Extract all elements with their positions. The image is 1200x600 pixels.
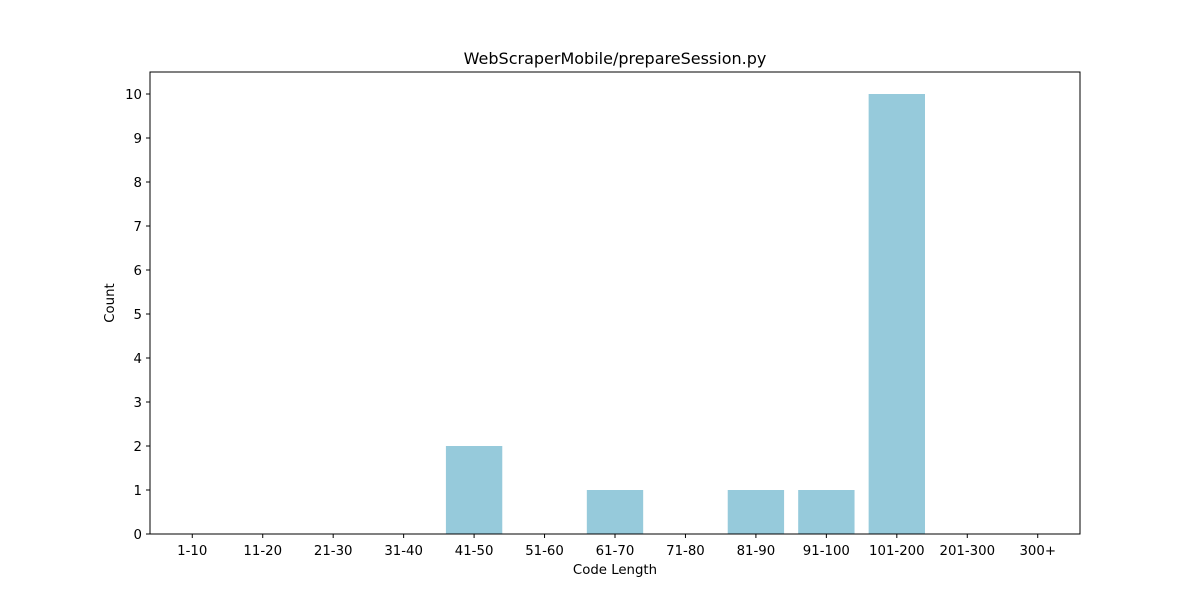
y-tick-label: 9 — [134, 132, 142, 147]
chart-title: WebScraperMobile/prepareSession.py — [464, 49, 767, 68]
x-tick-label: 51-60 — [525, 544, 564, 559]
y-tick-label: 3 — [134, 396, 142, 411]
plot-frame — [149, 71, 1081, 535]
y-tick-label: 1 — [134, 484, 142, 499]
y-tick-label: 5 — [134, 308, 142, 323]
bar-91-100 — [798, 490, 855, 534]
bar-61-70 — [586, 490, 644, 534]
bars-layer — [445, 94, 925, 534]
y-tick-label: 6 — [134, 264, 142, 279]
y-axis: 0 1 2 3 4 5 6 7 8 9 10 — [125, 88, 150, 543]
x-axis-label: Code Length — [573, 563, 657, 578]
y-tick-label: 2 — [134, 440, 142, 455]
x-tick-label: 201-300 — [939, 544, 995, 559]
x-tick-label: 41-50 — [455, 544, 494, 559]
x-tick-label: 31-40 — [384, 544, 423, 559]
bar-41-50 — [445, 446, 503, 534]
x-tick-label: 81-90 — [737, 544, 776, 559]
x-tick-label: 21-30 — [314, 544, 353, 559]
bar-81-90 — [727, 490, 785, 534]
x-tick-label: 300+ — [1019, 544, 1056, 559]
x-tick-label: 71-80 — [666, 544, 705, 559]
y-tick-label: 0 — [134, 528, 142, 543]
x-tick-label: 1-10 — [177, 544, 207, 559]
x-tick-label: 91-100 — [803, 544, 850, 559]
y-tick-label: 8 — [134, 176, 142, 191]
y-tick-label: 4 — [134, 352, 142, 367]
x-tick-label: 11-20 — [243, 544, 282, 559]
y-tick-label: 10 — [125, 88, 142, 103]
y-tick-label: 7 — [134, 220, 142, 235]
x-tick-label: 101-200 — [869, 544, 925, 559]
bar-101-200 — [868, 94, 925, 534]
x-tick-label: 61-70 — [596, 544, 635, 559]
x-axis: 1-10 11-20 21-30 31-40 41-50 51-60 61-70 71-80 8… — [177, 534, 1056, 559]
y-axis-label: Count — [103, 283, 118, 323]
